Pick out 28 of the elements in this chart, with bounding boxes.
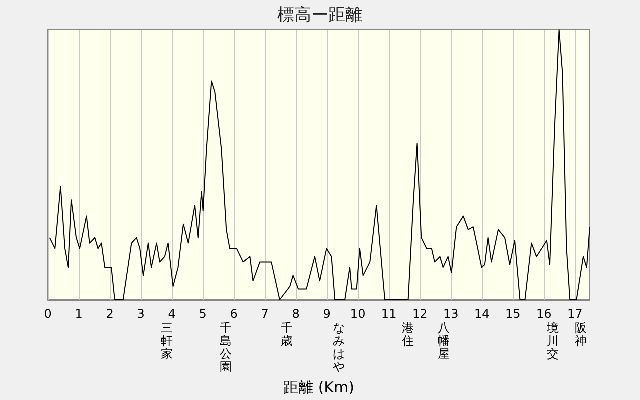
x-tick-label: 2 (106, 307, 114, 321)
x-tick-label: 13 (443, 307, 459, 321)
x-tick-label: 8 (292, 307, 300, 321)
text: なみはや (333, 321, 345, 374)
text: 境川交 (547, 321, 559, 361)
x-tick-label: 16 (536, 307, 552, 321)
x-tick-label: 0 (44, 307, 52, 321)
x-tick-label: 12 (412, 307, 428, 321)
x-tick-label: 15 (505, 307, 521, 321)
text: 港住 (402, 321, 414, 348)
x-tick-label: 14 (474, 307, 490, 321)
text: 千島公園 (220, 321, 232, 374)
chart-title: 標高ー距離 (278, 6, 362, 26)
text: 阪神 (575, 321, 587, 348)
text: 千歳 (281, 321, 293, 348)
x-tick-label: 4 (168, 307, 176, 321)
x-tick-label: 6 (230, 307, 238, 321)
text: 八幡屋 (438, 321, 450, 361)
x-tick-label: 11 (381, 307, 397, 321)
x-tick-label: 17 (567, 307, 583, 321)
x-tick-label: 5 (199, 307, 207, 321)
text: 三軒家 (161, 321, 173, 361)
x-tick-label: 9 (323, 307, 331, 321)
x-tick-label: 7 (261, 307, 269, 321)
x-axis-title: 距離 (Km) (284, 378, 354, 396)
x-tick-label: 10 (350, 307, 366, 321)
x-tick-label: 3 (137, 307, 145, 321)
x-tick-label: 1 (75, 307, 83, 321)
